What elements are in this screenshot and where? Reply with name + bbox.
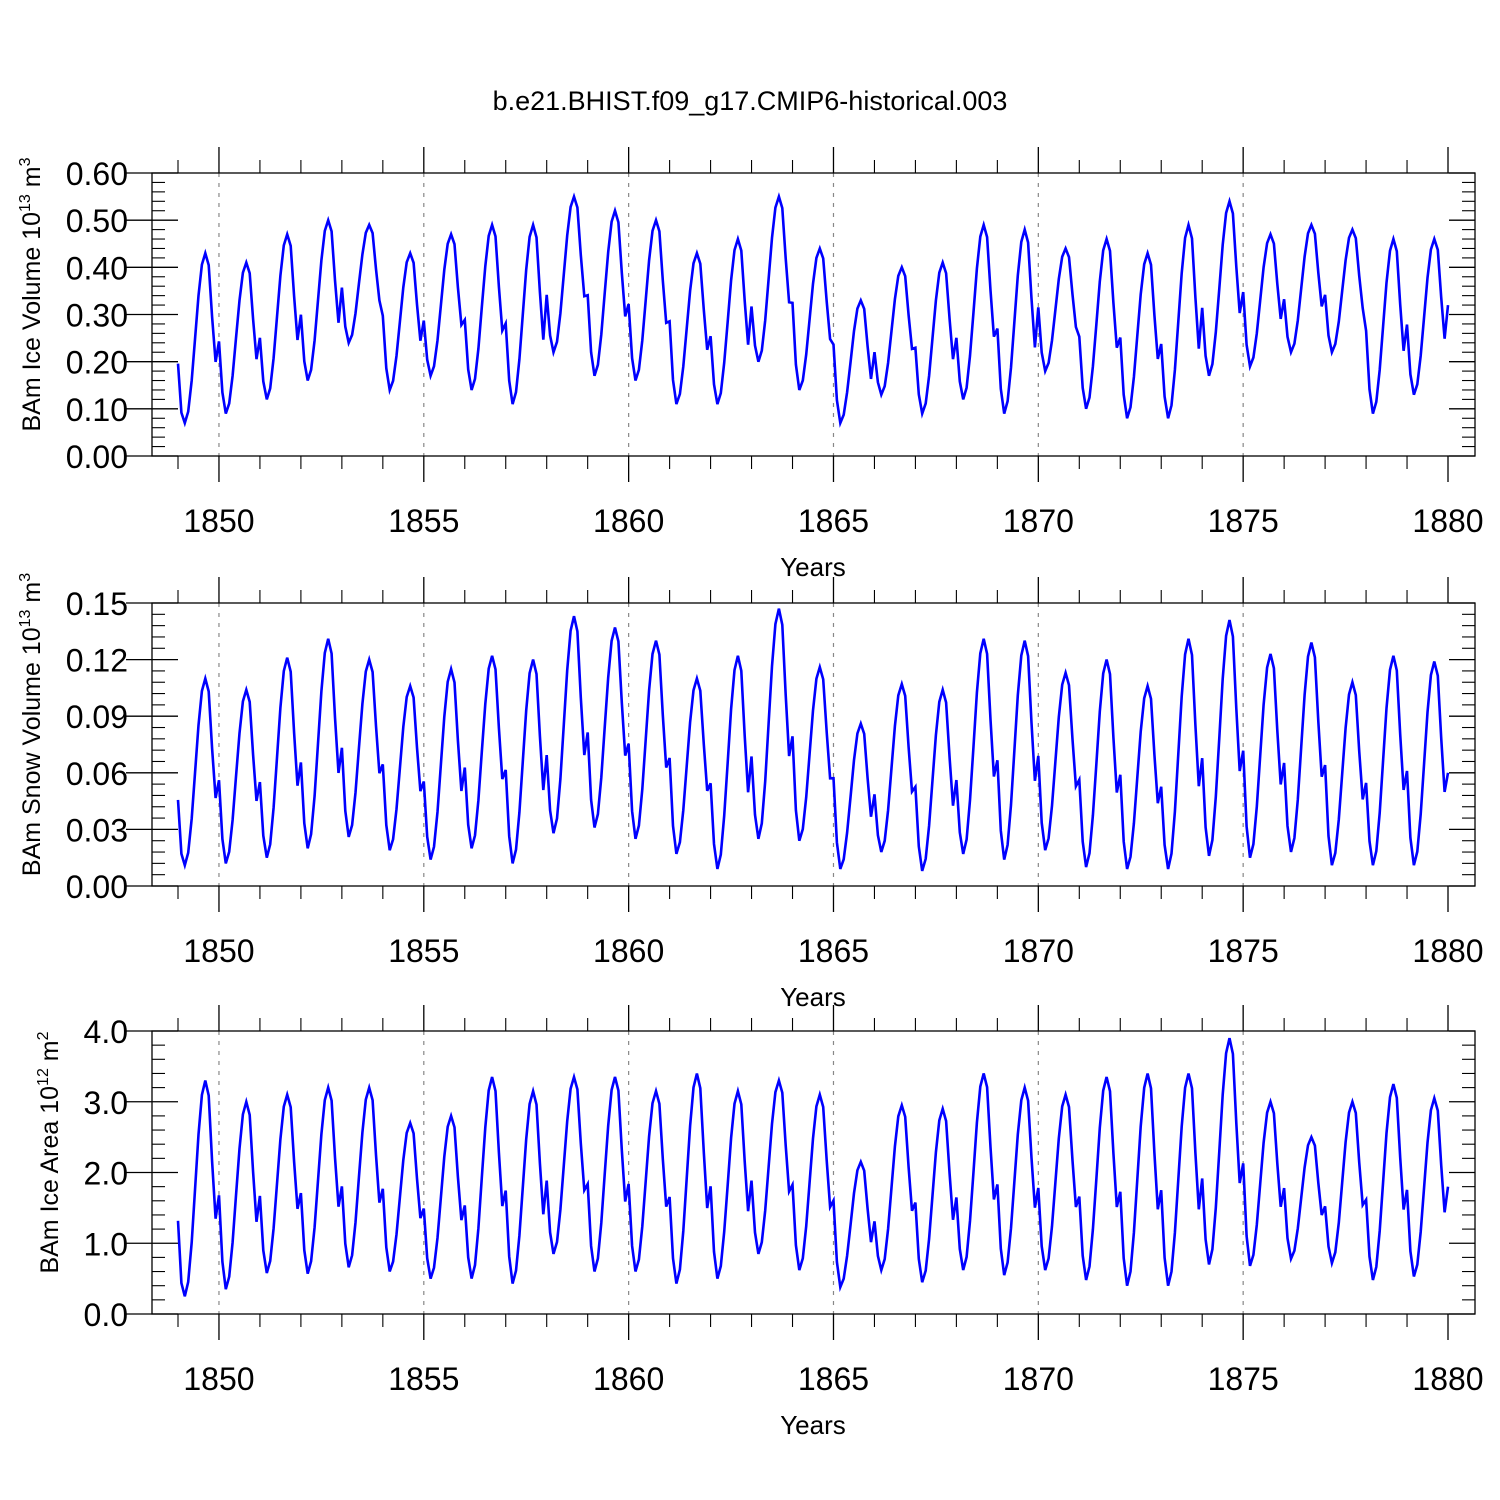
- x-tick-label: 1855: [388, 1361, 459, 1397]
- ice-area-series-line: [176, 1037, 1450, 1297]
- y-tick-label: 0.10: [66, 392, 128, 428]
- panel-ice-area: 1850 1855 1860 1865 1870 1875 1880 0.0 1.0 2.0 3.0…: [35, 1005, 1484, 1440]
- y-tick-label: 0.00: [66, 439, 128, 475]
- y-tick-label: 0.03: [66, 812, 128, 848]
- ice-volume-series-line: [176, 192, 1450, 428]
- panel-snow-volume: 1850 1855 1860 1865 1870 1875 1880 0.00 0.03 0.06…: [17, 573, 1484, 1012]
- y-tick-label: 3.0: [84, 1085, 128, 1121]
- x-tick-label: 1850: [183, 933, 254, 969]
- x-tick-label: 1870: [1003, 503, 1074, 539]
- x-tick-label: 1850: [183, 503, 254, 539]
- x-tick-label: 1850: [183, 1361, 254, 1397]
- y-tick-label: 0.50: [66, 203, 128, 239]
- y-tick-label: 2.0: [84, 1156, 128, 1192]
- snow-volume-plot-frame: [151, 602, 1476, 887]
- ice-area-plot-frame: [151, 1030, 1476, 1315]
- snow-volume-y-axis-label: BAm Snow Volume 1013 m3: [17, 573, 46, 876]
- y-tick-label: 4.0: [84, 1014, 128, 1050]
- y-tick-label: 0.00: [66, 869, 128, 905]
- x-tick-label: 1855: [388, 933, 459, 969]
- x-tick-label: 1880: [1412, 933, 1483, 969]
- ice-volume-plot-frame: [151, 172, 1476, 457]
- y-tick-label: 0.09: [66, 699, 128, 735]
- x-tick-label: 1880: [1412, 1361, 1483, 1397]
- x-tick-label: 1875: [1208, 933, 1279, 969]
- ice-area-x-axis-label: Years: [780, 1410, 846, 1440]
- y-tick-label: 0.15: [66, 586, 128, 622]
- figure-title: b.e21.BHIST.f09_g17.CMIP6-historical.003: [493, 86, 1008, 116]
- ice-volume-x-axis-label: Years: [780, 552, 846, 582]
- x-tick-label: 1870: [1003, 1361, 1074, 1397]
- panel-ice-volume: 1850 1855 1860 1865 1870 1875 1880 0.00 0.10 0.20…: [17, 147, 1484, 582]
- y-tick-label: 0.06: [66, 756, 128, 792]
- x-tick-label: 1855: [388, 503, 459, 539]
- y-tick-label: 1.0: [84, 1226, 128, 1262]
- x-tick-label: 1860: [593, 1361, 664, 1397]
- y-tick-label: 0.20: [66, 345, 128, 381]
- y-tick-label: 0.60: [66, 156, 128, 192]
- x-tick-label: 1865: [798, 1361, 869, 1397]
- snow-volume-series-line: [176, 608, 1450, 872]
- x-tick-label: 1880: [1412, 503, 1483, 539]
- y-tick-label: 0.30: [66, 298, 128, 334]
- x-tick-label: 1875: [1208, 1361, 1279, 1397]
- x-tick-label: 1865: [798, 933, 869, 969]
- x-tick-label: 1860: [593, 933, 664, 969]
- x-tick-label: 1875: [1208, 503, 1279, 539]
- y-tick-label: 0.12: [66, 643, 128, 679]
- x-tick-label: 1860: [593, 503, 664, 539]
- ice-volume-y-axis-label: BAm Ice Volume 1013 m3: [17, 157, 46, 431]
- y-tick-label: 0.40: [66, 250, 128, 286]
- x-tick-label: 1870: [1003, 933, 1074, 969]
- snow-volume-x-axis-label: Years: [780, 982, 846, 1012]
- y-tick-label: 0.0: [84, 1297, 128, 1333]
- x-tick-label: 1865: [798, 503, 869, 539]
- ice-area-y-axis-label: BAm Ice Area 1012 m2: [35, 1031, 64, 1273]
